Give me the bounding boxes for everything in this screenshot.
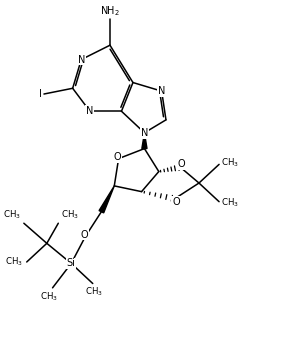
Text: I: I	[39, 89, 42, 99]
Text: NH$_2$: NH$_2$	[100, 4, 120, 18]
Text: O: O	[80, 230, 88, 240]
Text: CH$_3$: CH$_3$	[221, 157, 239, 169]
Polygon shape	[142, 133, 147, 149]
Text: CH$_3$: CH$_3$	[221, 197, 239, 209]
Text: O: O	[172, 197, 180, 207]
Text: N: N	[86, 106, 94, 116]
Polygon shape	[99, 186, 114, 213]
Text: CH$_3$: CH$_3$	[3, 208, 21, 221]
Text: CH$_3$: CH$_3$	[60, 208, 78, 221]
Text: CH$_3$: CH$_3$	[85, 286, 103, 298]
Text: N: N	[158, 86, 165, 96]
Text: CH$_3$: CH$_3$	[40, 290, 58, 303]
Text: CH$_3$: CH$_3$	[4, 256, 22, 268]
Text: O: O	[113, 152, 121, 162]
Text: O: O	[178, 159, 186, 169]
Text: N: N	[77, 54, 85, 64]
Text: N: N	[141, 128, 148, 138]
Text: Si: Si	[67, 258, 76, 268]
